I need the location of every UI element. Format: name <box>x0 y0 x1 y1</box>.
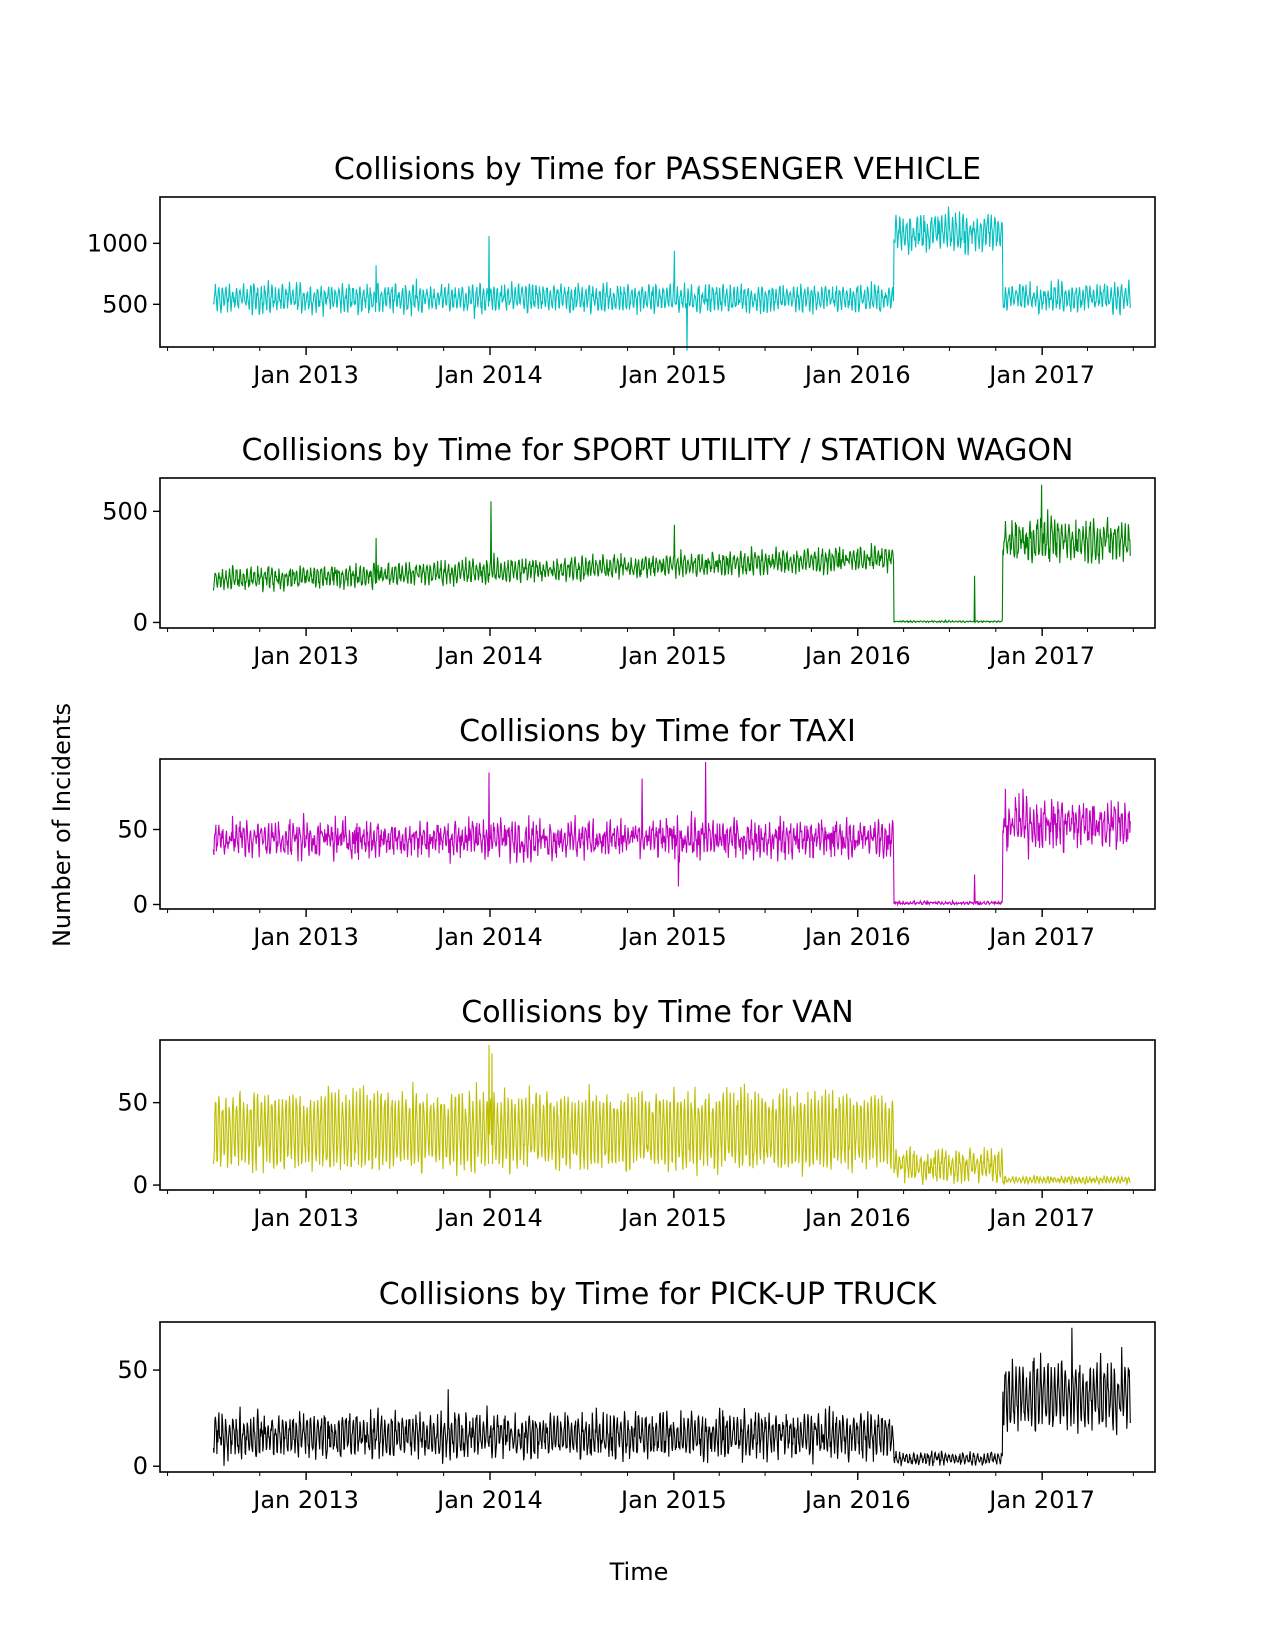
x-tick-label: Jan 2015 <box>619 1486 727 1514</box>
x-tick-label: Jan 2015 <box>619 361 727 389</box>
x-tick-label: Jan 2013 <box>251 642 359 670</box>
x-tick-label: Jan 2017 <box>987 642 1095 670</box>
axes-frame <box>159 1039 1156 1191</box>
x-tick-label: Jan 2013 <box>251 361 359 389</box>
x-tick-label: Jan 2014 <box>435 923 543 951</box>
x-tick-label: Jan 2013 <box>251 1204 359 1232</box>
figure-ylabel: Number of Incidents <box>48 703 76 947</box>
x-tick-label: Jan 2013 <box>251 1486 359 1514</box>
subplot-4: Collisions by Time for VAN 0 50 Jan 2013 Jan… <box>117 995 1156 1232</box>
x-tick-label: Jan 2014 <box>435 361 543 389</box>
x-tick-label: Jan 2016 <box>803 361 911 389</box>
y-tick-label: 500 <box>102 290 148 318</box>
series-line <box>212 484 1131 624</box>
axes-frame <box>159 1321 1156 1473</box>
subplot-title: Collisions by Time for PASSENGER VEHICLE <box>334 152 981 187</box>
y-tick-label: 0 <box>133 1452 148 1480</box>
subplot-5: Collisions by Time for PICK-UP TRUCK 0 50 J… <box>117 1277 1156 1514</box>
x-tick-label: Jan 2014 <box>435 642 543 670</box>
series-line <box>212 1327 1131 1467</box>
axes-frame <box>159 758 1156 910</box>
x-tick-label: Jan 2014 <box>435 1486 543 1514</box>
x-tick-label: Jan 2017 <box>987 1486 1095 1514</box>
y-tick-label: 50 <box>117 1089 148 1117</box>
subplot-title: Collisions by Time for TAXI <box>459 714 856 749</box>
subplot-title: Collisions by Time for SPORT UTILITY / S… <box>242 433 1074 468</box>
x-tick-label: Jan 2013 <box>251 923 359 951</box>
y-tick-label: 0 <box>133 608 148 636</box>
x-tick-label: Jan 2017 <box>987 923 1095 951</box>
x-tick-label: Jan 2015 <box>619 1204 727 1232</box>
subplot-title: Collisions by Time for PICK-UP TRUCK <box>379 1277 938 1312</box>
y-tick-label: 50 <box>117 816 148 844</box>
x-tick-label: Jan 2014 <box>435 1204 543 1232</box>
figure-xlabel: Time <box>609 1558 669 1586</box>
x-tick-label: Jan 2016 <box>803 923 911 951</box>
x-tick-label: Jan 2015 <box>619 923 727 951</box>
x-tick-label: Jan 2015 <box>619 642 727 670</box>
x-tick-label: Jan 2016 <box>803 1486 911 1514</box>
y-tick-label: 500 <box>102 497 148 525</box>
series-line <box>212 1044 1131 1187</box>
y-tick-label: 1000 <box>87 229 148 257</box>
y-tick-label: 0 <box>133 1171 148 1199</box>
series-line <box>212 761 1131 907</box>
subplot-title: Collisions by Time for VAN <box>461 995 853 1030</box>
x-tick-label: Jan 2017 <box>987 361 1095 389</box>
x-tick-label: Jan 2017 <box>987 1204 1095 1232</box>
x-tick-label: Jan 2016 <box>803 1204 911 1232</box>
series-line <box>212 206 1131 351</box>
axes-frame <box>159 477 1156 629</box>
axes-frame <box>159 196 1156 348</box>
subplot-1: Collisions by Time for PASSENGER VEHICLE… <box>87 152 1156 389</box>
y-tick-label: 0 <box>133 891 148 919</box>
subplot-2: Collisions by Time for SPORT UTILITY / S… <box>102 433 1156 670</box>
y-tick-label: 50 <box>117 1356 148 1384</box>
subplot-3: Collisions by Time for TAXI 0 50 Jan 2013 Ja… <box>117 714 1156 951</box>
x-tick-label: Jan 2016 <box>803 642 911 670</box>
